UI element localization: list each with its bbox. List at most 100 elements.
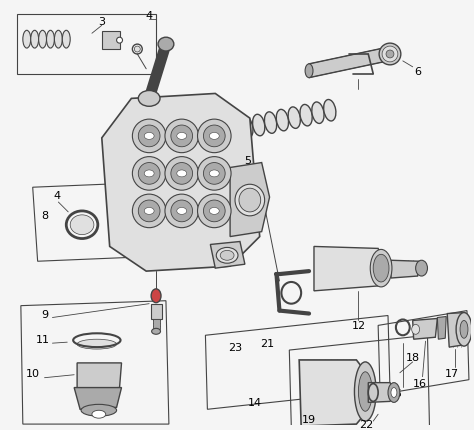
Ellipse shape xyxy=(264,113,277,134)
Circle shape xyxy=(132,195,166,228)
Polygon shape xyxy=(210,242,245,268)
Ellipse shape xyxy=(370,250,392,287)
Polygon shape xyxy=(74,388,121,409)
Ellipse shape xyxy=(355,362,376,421)
Text: 8: 8 xyxy=(41,210,48,220)
Ellipse shape xyxy=(92,410,106,418)
Circle shape xyxy=(171,200,192,222)
Circle shape xyxy=(138,126,160,147)
Circle shape xyxy=(165,157,199,191)
Ellipse shape xyxy=(373,255,389,283)
Ellipse shape xyxy=(239,189,261,212)
Ellipse shape xyxy=(324,100,336,122)
Bar xyxy=(102,32,119,50)
Text: 21: 21 xyxy=(261,338,274,348)
Text: 16: 16 xyxy=(412,378,427,388)
Text: 3: 3 xyxy=(98,17,105,28)
Text: 10: 10 xyxy=(26,368,40,378)
Ellipse shape xyxy=(456,313,472,346)
Ellipse shape xyxy=(158,38,174,52)
Circle shape xyxy=(138,163,160,185)
Ellipse shape xyxy=(379,44,401,66)
Ellipse shape xyxy=(77,339,117,349)
Circle shape xyxy=(198,157,231,191)
Bar xyxy=(151,304,162,320)
Ellipse shape xyxy=(81,404,117,416)
Text: 15: 15 xyxy=(389,387,403,398)
Ellipse shape xyxy=(276,110,289,132)
Ellipse shape xyxy=(70,215,94,235)
Text: 18: 18 xyxy=(406,352,420,362)
Polygon shape xyxy=(230,163,270,237)
Ellipse shape xyxy=(229,120,241,141)
Circle shape xyxy=(132,157,166,191)
Text: 17: 17 xyxy=(445,368,459,378)
Ellipse shape xyxy=(288,108,301,129)
Circle shape xyxy=(203,200,225,222)
Circle shape xyxy=(203,163,225,185)
Circle shape xyxy=(165,195,199,228)
Ellipse shape xyxy=(151,289,161,303)
Polygon shape xyxy=(368,383,396,402)
Ellipse shape xyxy=(210,208,219,215)
Ellipse shape xyxy=(144,208,154,215)
Ellipse shape xyxy=(382,47,398,63)
Circle shape xyxy=(138,200,160,222)
Ellipse shape xyxy=(358,372,372,412)
Ellipse shape xyxy=(388,383,400,402)
Ellipse shape xyxy=(210,133,219,140)
Ellipse shape xyxy=(460,321,468,338)
Ellipse shape xyxy=(391,388,397,397)
Text: 11: 11 xyxy=(36,335,50,344)
Text: 6: 6 xyxy=(414,67,421,77)
Polygon shape xyxy=(102,94,260,271)
Bar xyxy=(153,320,160,329)
Polygon shape xyxy=(447,313,465,347)
Ellipse shape xyxy=(177,171,187,178)
Polygon shape xyxy=(413,319,438,339)
Ellipse shape xyxy=(138,91,160,107)
Ellipse shape xyxy=(386,51,394,59)
Circle shape xyxy=(171,163,192,185)
Circle shape xyxy=(198,120,231,154)
Circle shape xyxy=(203,126,225,147)
Ellipse shape xyxy=(152,329,161,335)
Ellipse shape xyxy=(23,31,31,49)
Ellipse shape xyxy=(312,103,324,124)
Ellipse shape xyxy=(216,248,238,264)
Text: 23: 23 xyxy=(228,342,242,352)
Text: 4: 4 xyxy=(54,190,61,201)
Polygon shape xyxy=(438,317,446,339)
Ellipse shape xyxy=(241,117,253,139)
Circle shape xyxy=(132,120,166,154)
Ellipse shape xyxy=(220,251,234,261)
Ellipse shape xyxy=(253,115,265,136)
Text: 14: 14 xyxy=(248,397,262,408)
Ellipse shape xyxy=(46,31,55,49)
Text: 22: 22 xyxy=(359,419,374,429)
Ellipse shape xyxy=(235,185,264,216)
Ellipse shape xyxy=(117,38,122,44)
Ellipse shape xyxy=(144,171,154,178)
Text: 19: 19 xyxy=(302,414,316,424)
Polygon shape xyxy=(299,360,366,426)
Polygon shape xyxy=(391,261,419,278)
Text: 4: 4 xyxy=(146,12,153,22)
Ellipse shape xyxy=(62,31,70,49)
Ellipse shape xyxy=(31,31,38,49)
Text: 12: 12 xyxy=(351,321,365,331)
Ellipse shape xyxy=(134,47,140,53)
Polygon shape xyxy=(314,247,386,291)
Ellipse shape xyxy=(177,208,187,215)
Circle shape xyxy=(165,120,199,154)
Text: 5: 5 xyxy=(245,155,251,165)
Ellipse shape xyxy=(177,133,187,140)
Ellipse shape xyxy=(300,105,312,126)
Polygon shape xyxy=(309,48,388,79)
Circle shape xyxy=(198,195,231,228)
Circle shape xyxy=(171,126,192,147)
Polygon shape xyxy=(77,363,121,390)
Ellipse shape xyxy=(144,133,154,140)
Ellipse shape xyxy=(412,325,419,335)
Ellipse shape xyxy=(416,261,428,276)
